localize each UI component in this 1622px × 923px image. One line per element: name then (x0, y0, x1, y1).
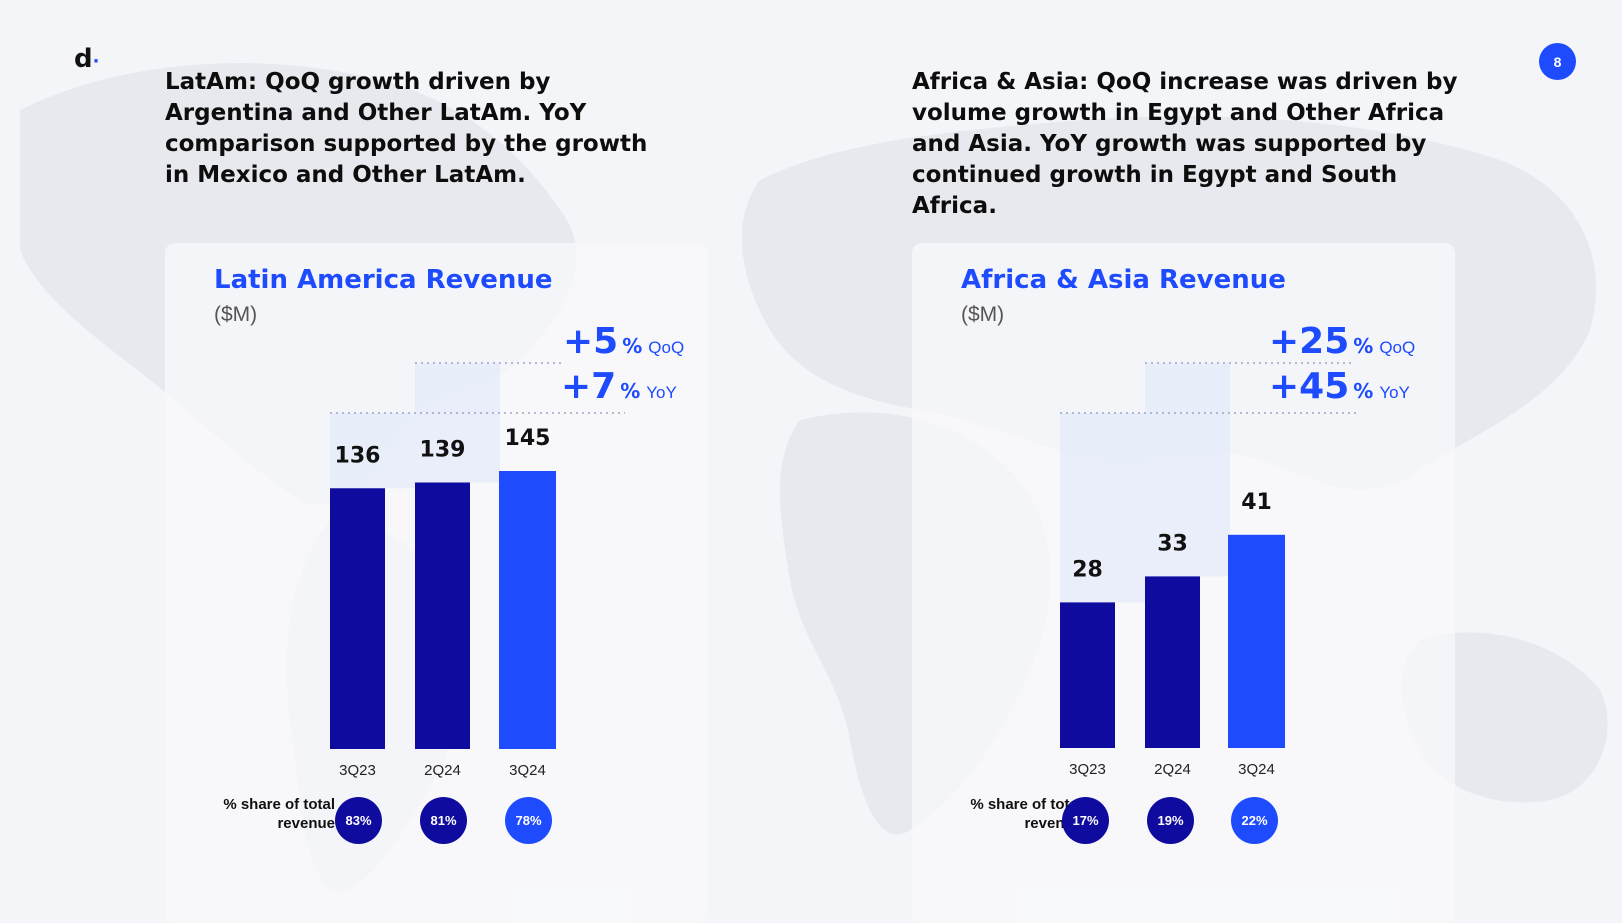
share-badge-2q24: 19% (1147, 797, 1194, 844)
page-number-badge: 8 (1539, 43, 1576, 80)
growth-callout-qoq: +25% QoQ (1269, 321, 1415, 362)
bar-value-label: 33 (1157, 531, 1188, 556)
bar-value-label: 136 (335, 443, 381, 468)
share-badge-2q24: 81% (420, 797, 467, 844)
africa-asia-revenue-chart: 28 3Q23 33 2Q24 41 3Q24 +25% QoQ+45% YoY (1060, 321, 1415, 778)
x-tick-label: 2Q24 (1154, 761, 1191, 778)
bar-3q24 (1228, 534, 1285, 748)
x-tick-label: 3Q24 (509, 762, 546, 779)
share-badge-3q23: 83% (335, 797, 382, 844)
chart-unit: ($M) (214, 303, 258, 326)
bar-3q23 (1060, 602, 1115, 748)
share-badge-3q23: 17% (1062, 797, 1109, 844)
chart-title: Latin America Revenue (214, 265, 553, 295)
bar-3q24 (499, 471, 556, 749)
bar-value-label: 41 (1241, 490, 1272, 515)
chart-unit: ($M) (961, 303, 1005, 326)
latam-revenue-panel: Latin America Revenue ($M) 136 3Q23 139 2Q2… (165, 243, 708, 923)
share-label: % share of total revenue (970, 796, 1082, 832)
growth-callout-qoq: +5% QoQ (563, 321, 684, 362)
latam-revenue-chart: 136 3Q23 139 2Q24 145 3Q24 +5% QoQ+7% YoY (330, 321, 684, 779)
growth-callout-yoy: +7% YoY (561, 366, 677, 407)
x-tick-label: 2Q24 (424, 762, 461, 779)
share-badge-3q24: 22% (1231, 797, 1278, 844)
growth-band (330, 413, 415, 489)
bar-3q23 (330, 488, 385, 749)
growth-band (1060, 413, 1145, 603)
chart-title: Africa & Asia Revenue (961, 265, 1286, 295)
company-logo: d· (74, 44, 100, 74)
africa-asia-revenue-panel: Africa & Asia Revenue ($M) 28 3Q23 33 2Q24 4… (912, 243, 1455, 923)
x-tick-label: 3Q23 (1069, 761, 1106, 778)
bar-value-label: 145 (505, 426, 551, 451)
growth-band (1145, 363, 1230, 577)
x-tick-label: 3Q23 (339, 762, 376, 779)
growth-callout-yoy: +45% YoY (1269, 366, 1410, 407)
latam-headline: LatAm: QoQ growth driven by Argentina an… (165, 69, 648, 188)
bar-value-label: 139 (420, 438, 466, 463)
bar-2q24 (1145, 576, 1200, 748)
growth-band (415, 363, 500, 483)
share-label: % share of total revenue (223, 796, 335, 832)
share-badge-3q24: 78% (505, 797, 552, 844)
x-tick-label: 3Q24 (1238, 761, 1275, 778)
bar-value-label: 28 (1072, 557, 1103, 582)
africa-asia-headline: Africa & Asia: QoQ increase was driven b… (912, 69, 1458, 219)
bar-2q24 (415, 482, 470, 749)
